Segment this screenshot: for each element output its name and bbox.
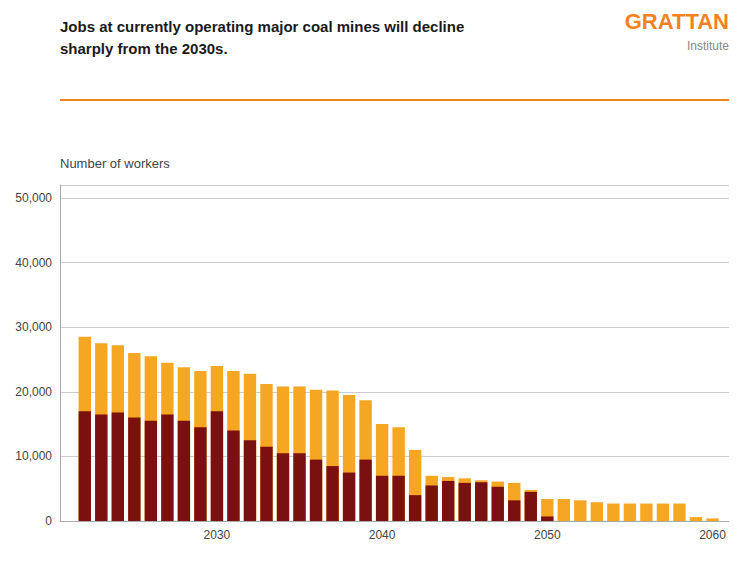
svg-text:10,000: 10,000 <box>15 449 52 463</box>
svg-text:2050: 2050 <box>534 528 561 542</box>
svg-text:40,000: 40,000 <box>15 256 52 270</box>
svg-text:2060: 2060 <box>699 528 726 542</box>
svg-text:30,000: 30,000 <box>15 320 52 334</box>
svg-text:0: 0 <box>45 514 52 528</box>
svg-text:20,000: 20,000 <box>15 385 52 399</box>
svg-text:GRATTAN: GRATTAN <box>625 9 729 34</box>
svg-text:Institute: Institute <box>687 39 729 53</box>
svg-text:2030: 2030 <box>204 528 231 542</box>
svg-text:Number of workers: Number of workers <box>60 156 170 171</box>
svg-text:Jobs at currently operating ma: Jobs at currently operating major coal m… <box>60 18 464 35</box>
svg-text:50,000: 50,000 <box>15 191 52 205</box>
svg-text:sharply from the 2030s.: sharply from the 2030s. <box>60 40 228 57</box>
svg-text:2040: 2040 <box>369 528 396 542</box>
